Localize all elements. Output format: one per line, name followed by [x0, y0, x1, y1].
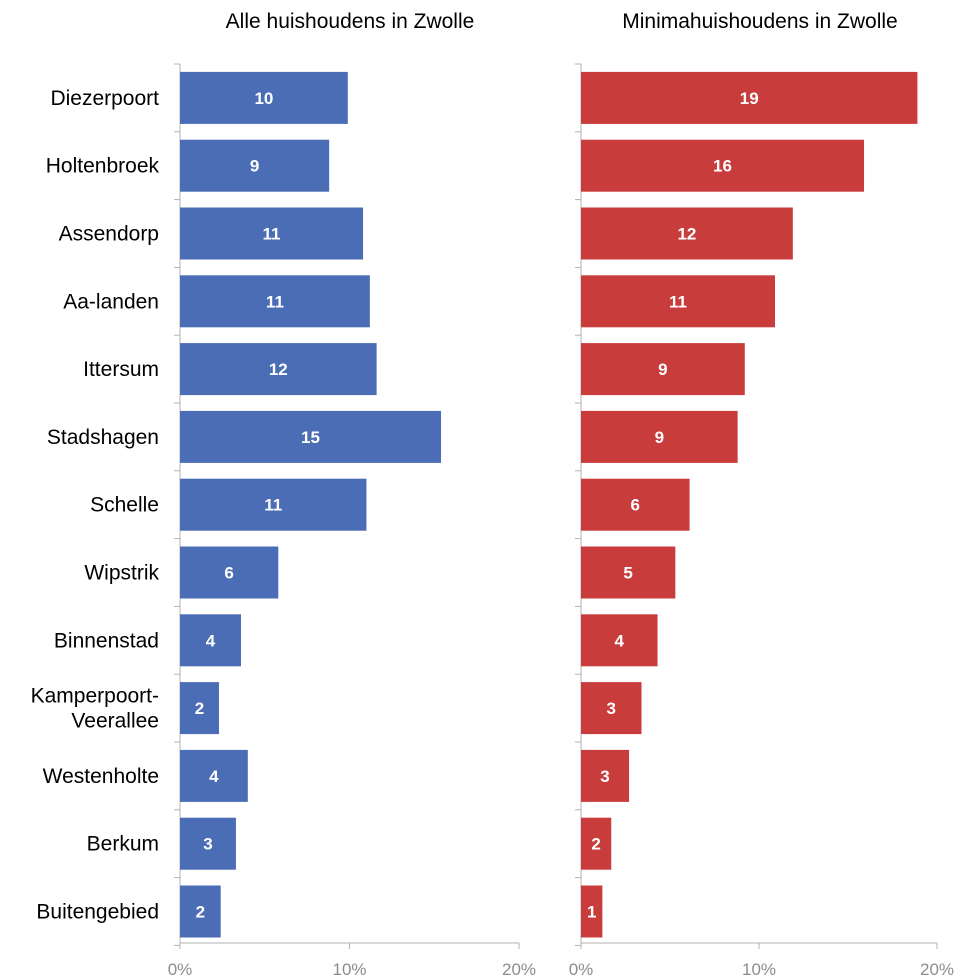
bar-minima: [581, 546, 676, 599]
category-label: Binnenstad: [54, 629, 159, 652]
data-label-all: 11: [264, 496, 282, 515]
data-label-all: 11: [263, 225, 281, 244]
bar-minima: [581, 343, 745, 396]
data-label-all: 4: [206, 631, 216, 650]
data-label-all: 9: [250, 157, 259, 176]
bar-minima: [581, 817, 612, 870]
data-label-minima: 11: [669, 292, 687, 311]
bar-minima: [581, 749, 630, 802]
category-label: Holtenbroek: [46, 155, 160, 178]
chart-title-all-households: Alle huishoudens in Zwolle: [226, 10, 475, 33]
data-label-minima: 6: [631, 496, 640, 515]
data-label-minima: 16: [713, 157, 732, 176]
data-label-all: 15: [301, 428, 320, 447]
chart-title-minima-households: Minimahuishoudens in Zwolle: [622, 10, 897, 33]
category-label: Westenholte: [43, 765, 159, 788]
data-label-minima: 2: [591, 835, 600, 854]
bar-minima: [581, 71, 918, 124]
bar-minima: [581, 139, 865, 192]
bar-minima: [581, 410, 738, 463]
bar-all: [180, 682, 219, 735]
chart-panel-minima-households: Minimahuishoudens in Zwolle 0% 10% 20%1916…: [569, 10, 954, 978]
category-label: Schelle: [90, 494, 159, 517]
x-tick-label-all: 20%: [502, 960, 536, 978]
bar-all: [180, 885, 221, 938]
data-label-minima: 9: [655, 428, 664, 447]
bar-all: [180, 817, 236, 870]
category-label: Diezerpoort: [50, 87, 159, 110]
data-label-minima: 4: [615, 631, 625, 650]
category-label: Aa-landen: [63, 290, 159, 313]
bar-minima: [581, 682, 642, 735]
category-label: Berkum: [87, 833, 159, 856]
data-label-minima: 12: [677, 225, 696, 244]
bar-all: [180, 207, 364, 260]
bar-minima: [581, 614, 658, 667]
bar-minima: [581, 478, 690, 531]
bar-all: [180, 546, 279, 599]
data-label-all: 12: [269, 360, 288, 379]
chart-panel-all-households: Alle huishoudens in Zwolle 0% 10% 20% 10 Die…: [31, 10, 536, 978]
bar-all: [180, 343, 377, 396]
category-label: Kamperpoort-Veerallee: [31, 685, 159, 733]
x-tick-label-minima: 10%: [742, 960, 776, 978]
bar-all: [180, 614, 242, 667]
bar-minima: [581, 885, 603, 938]
category-label: Wipstrik: [84, 562, 159, 585]
category-label: Assendorp: [59, 223, 159, 246]
bar-all: [180, 478, 367, 531]
x-tick-label-minima: 0%: [569, 960, 594, 978]
bar-all: [180, 139, 330, 192]
data-label-minima: 19: [740, 89, 759, 108]
data-label-all: 6: [224, 564, 233, 583]
data-label-all: 10: [254, 89, 273, 108]
data-label-all: 2: [196, 903, 205, 922]
bar-minima: [581, 275, 776, 328]
data-label-minima: 3: [607, 699, 616, 718]
data-label-minima: 9: [658, 360, 667, 379]
x-tick-label-all: 10%: [332, 960, 366, 978]
category-label: Ittersum: [83, 358, 159, 381]
x-tick-label-minima: 20%: [920, 960, 954, 978]
bar-all: [180, 71, 348, 124]
category-label: Stadshagen: [47, 426, 159, 449]
bar-all: [180, 749, 248, 802]
data-label-minima: 5: [623, 564, 632, 583]
data-label-all: 2: [195, 699, 204, 718]
x-tick-label-all: 0%: [168, 960, 193, 978]
data-label-all: 11: [266, 292, 284, 311]
bar-minima: [581, 207, 793, 260]
data-label-all: 3: [203, 835, 212, 854]
data-label-all: 4: [209, 767, 219, 786]
bar-all: [180, 275, 370, 328]
data-label-minima: 1: [587, 903, 596, 922]
category-label: Buitengebied: [36, 901, 159, 924]
data-label-minima: 3: [600, 767, 609, 786]
bar-all: [180, 410, 442, 463]
